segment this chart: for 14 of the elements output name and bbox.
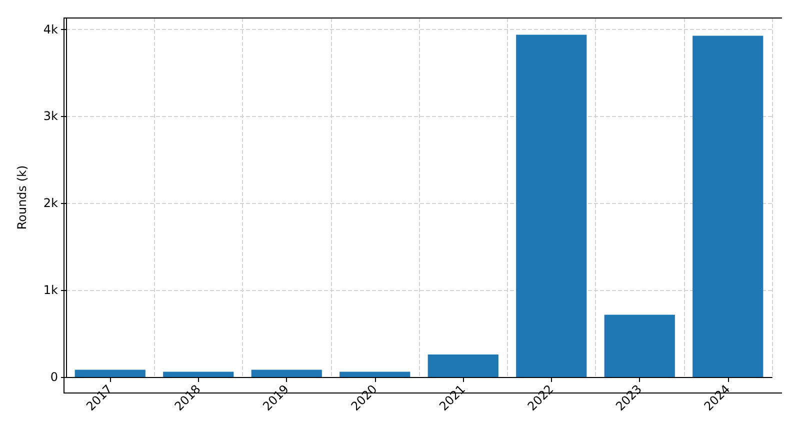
y-tick-label: 1k [43,283,58,298]
y-tick-label: 2k [43,196,58,210]
bar [74,370,146,377]
y-tick-label: 4k [43,22,58,36]
y-tick-label: 3k [43,109,58,124]
bar [340,372,410,377]
bar [604,314,675,377]
bar [428,354,498,377]
bar [163,372,234,377]
y-tick-label: 0 [50,370,58,384]
bar [516,34,587,377]
y-axis-title: Rounds (k) [15,165,29,230]
bar [692,36,764,377]
bar [251,370,322,377]
